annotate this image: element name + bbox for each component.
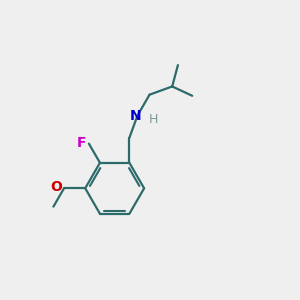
Text: N: N bbox=[130, 109, 142, 123]
Text: O: O bbox=[50, 180, 62, 194]
Text: F: F bbox=[77, 136, 86, 150]
Text: H: H bbox=[148, 112, 158, 126]
